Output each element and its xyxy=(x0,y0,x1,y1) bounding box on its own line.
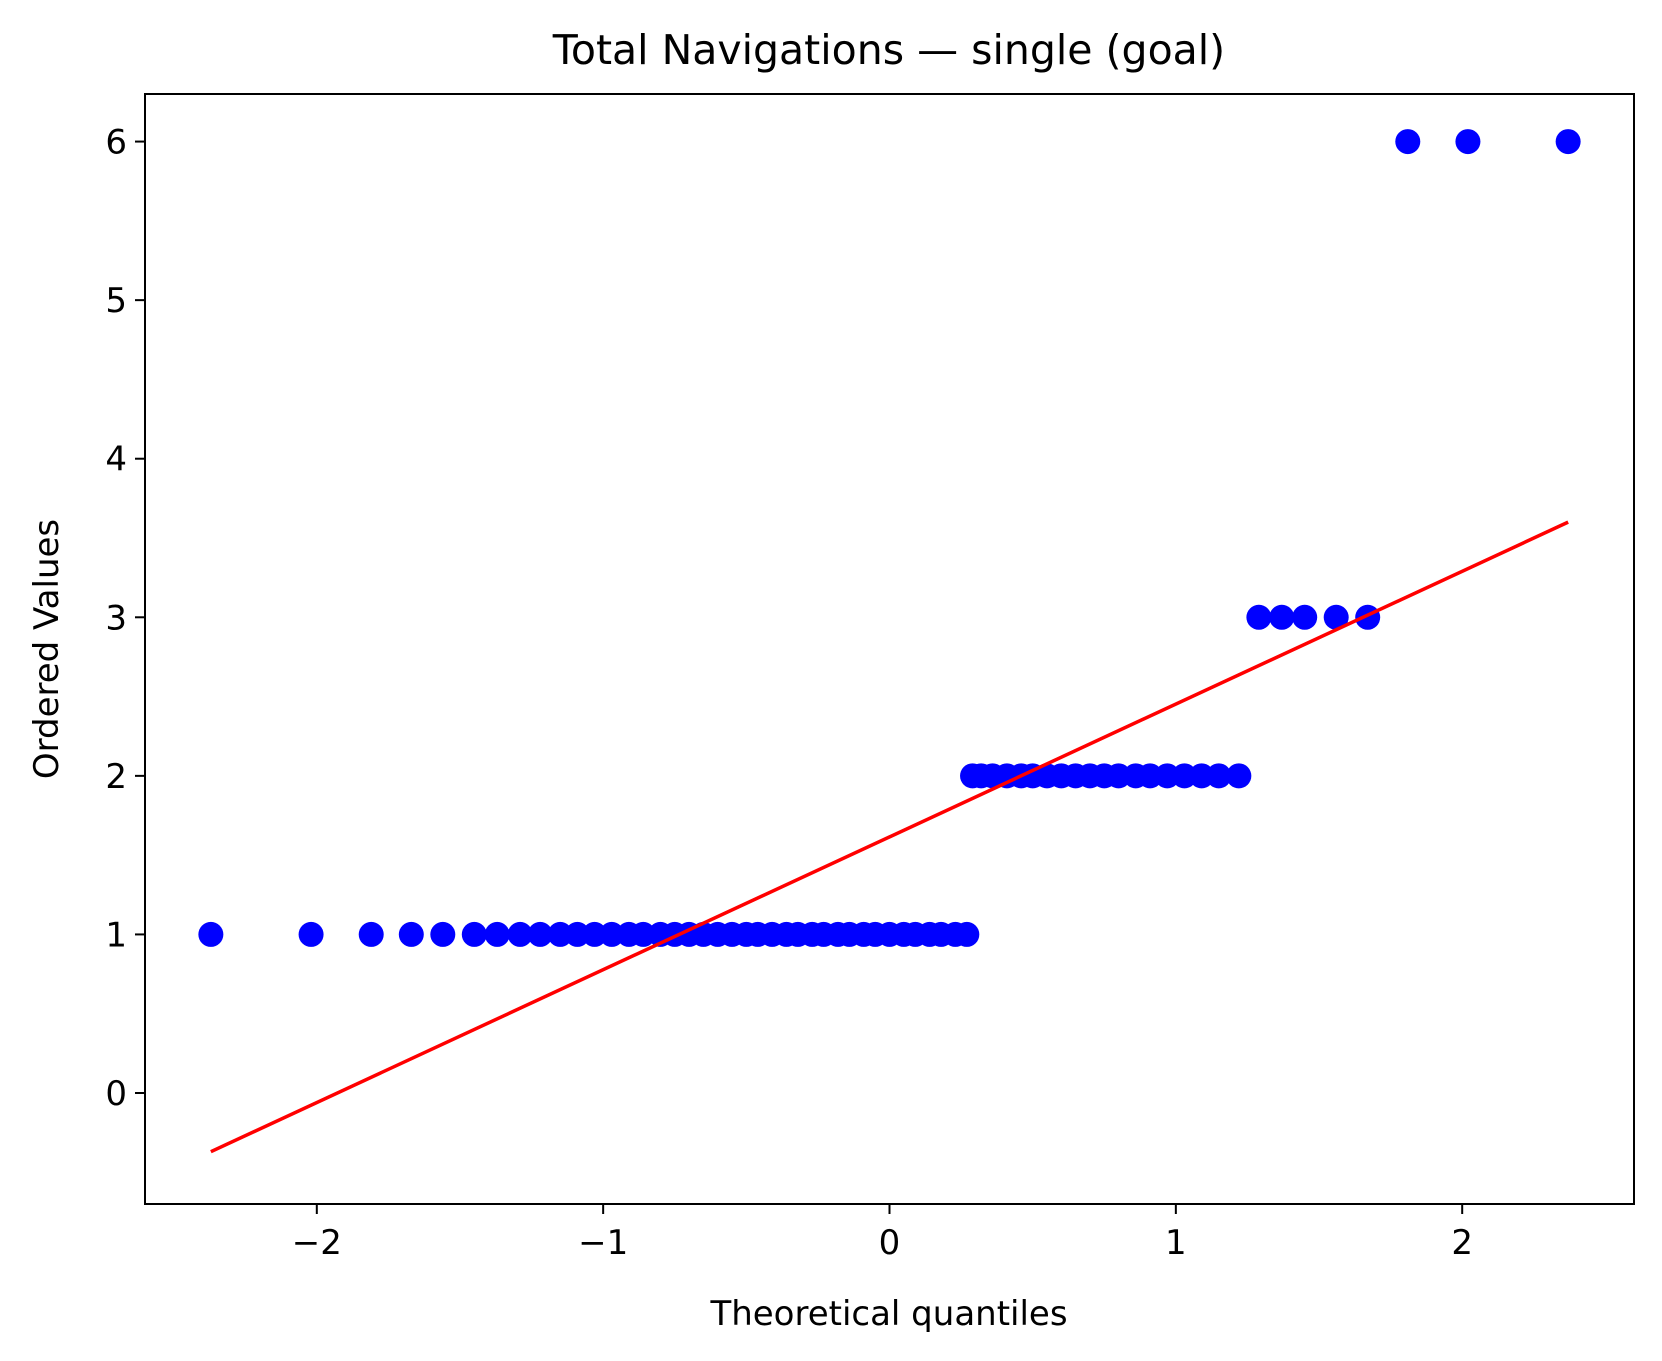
data-point xyxy=(198,921,224,947)
y-tick-label: 0 xyxy=(105,1074,127,1114)
data-point xyxy=(1269,604,1295,630)
x-tick-label: 1 xyxy=(1165,1223,1187,1263)
x-tick-label: −2 xyxy=(292,1223,342,1263)
data-point xyxy=(547,921,573,947)
y-tick-label: 1 xyxy=(105,915,127,955)
data-point xyxy=(1292,604,1318,630)
data-point xyxy=(564,921,590,947)
axes-frame xyxy=(144,93,1635,1205)
chart-title: Total Navigations — single (goal) xyxy=(552,26,1225,74)
data-point xyxy=(1189,763,1215,789)
data-point xyxy=(484,921,510,947)
data-point xyxy=(1171,763,1197,789)
data-point xyxy=(1226,763,1252,789)
fit-line xyxy=(210,520,1569,1154)
data-point xyxy=(358,921,384,947)
data-point xyxy=(599,921,625,947)
data-point xyxy=(527,921,553,947)
data-point xyxy=(430,921,456,947)
data-point xyxy=(1106,763,1132,789)
y-axis: 0 1 2 3 4 5 6 xyxy=(105,123,145,1114)
data-point xyxy=(1137,763,1163,789)
y-axis-label: Ordered Values xyxy=(27,519,67,779)
x-tick-label: 2 xyxy=(1451,1223,1473,1263)
y-tick-label: 6 xyxy=(105,123,127,163)
y-tick-label: 2 xyxy=(105,757,127,797)
data-point xyxy=(1154,763,1180,789)
data-point xyxy=(507,921,533,947)
plot-area xyxy=(198,129,1581,1154)
y-tick-label: 3 xyxy=(105,598,127,638)
data-point xyxy=(1246,604,1272,630)
x-tick-label: −1 xyxy=(578,1223,628,1263)
data-point xyxy=(1555,129,1581,155)
data-point xyxy=(461,921,487,947)
data-point xyxy=(582,921,608,947)
y-tick-label: 4 xyxy=(105,440,127,480)
x-tick-label: 0 xyxy=(879,1223,901,1263)
y-tick-label: 5 xyxy=(105,281,127,321)
x-axis: −2 −1 0 1 2 xyxy=(292,1204,1473,1263)
data-point xyxy=(398,921,424,947)
data-point xyxy=(954,921,980,947)
data-point xyxy=(1323,604,1349,630)
data-point xyxy=(298,921,324,947)
x-axis-label: Theoretical quantiles xyxy=(709,1294,1067,1334)
data-point xyxy=(1395,129,1421,155)
data-point xyxy=(630,921,656,947)
data-point xyxy=(1206,763,1232,789)
data-point xyxy=(1455,129,1481,155)
